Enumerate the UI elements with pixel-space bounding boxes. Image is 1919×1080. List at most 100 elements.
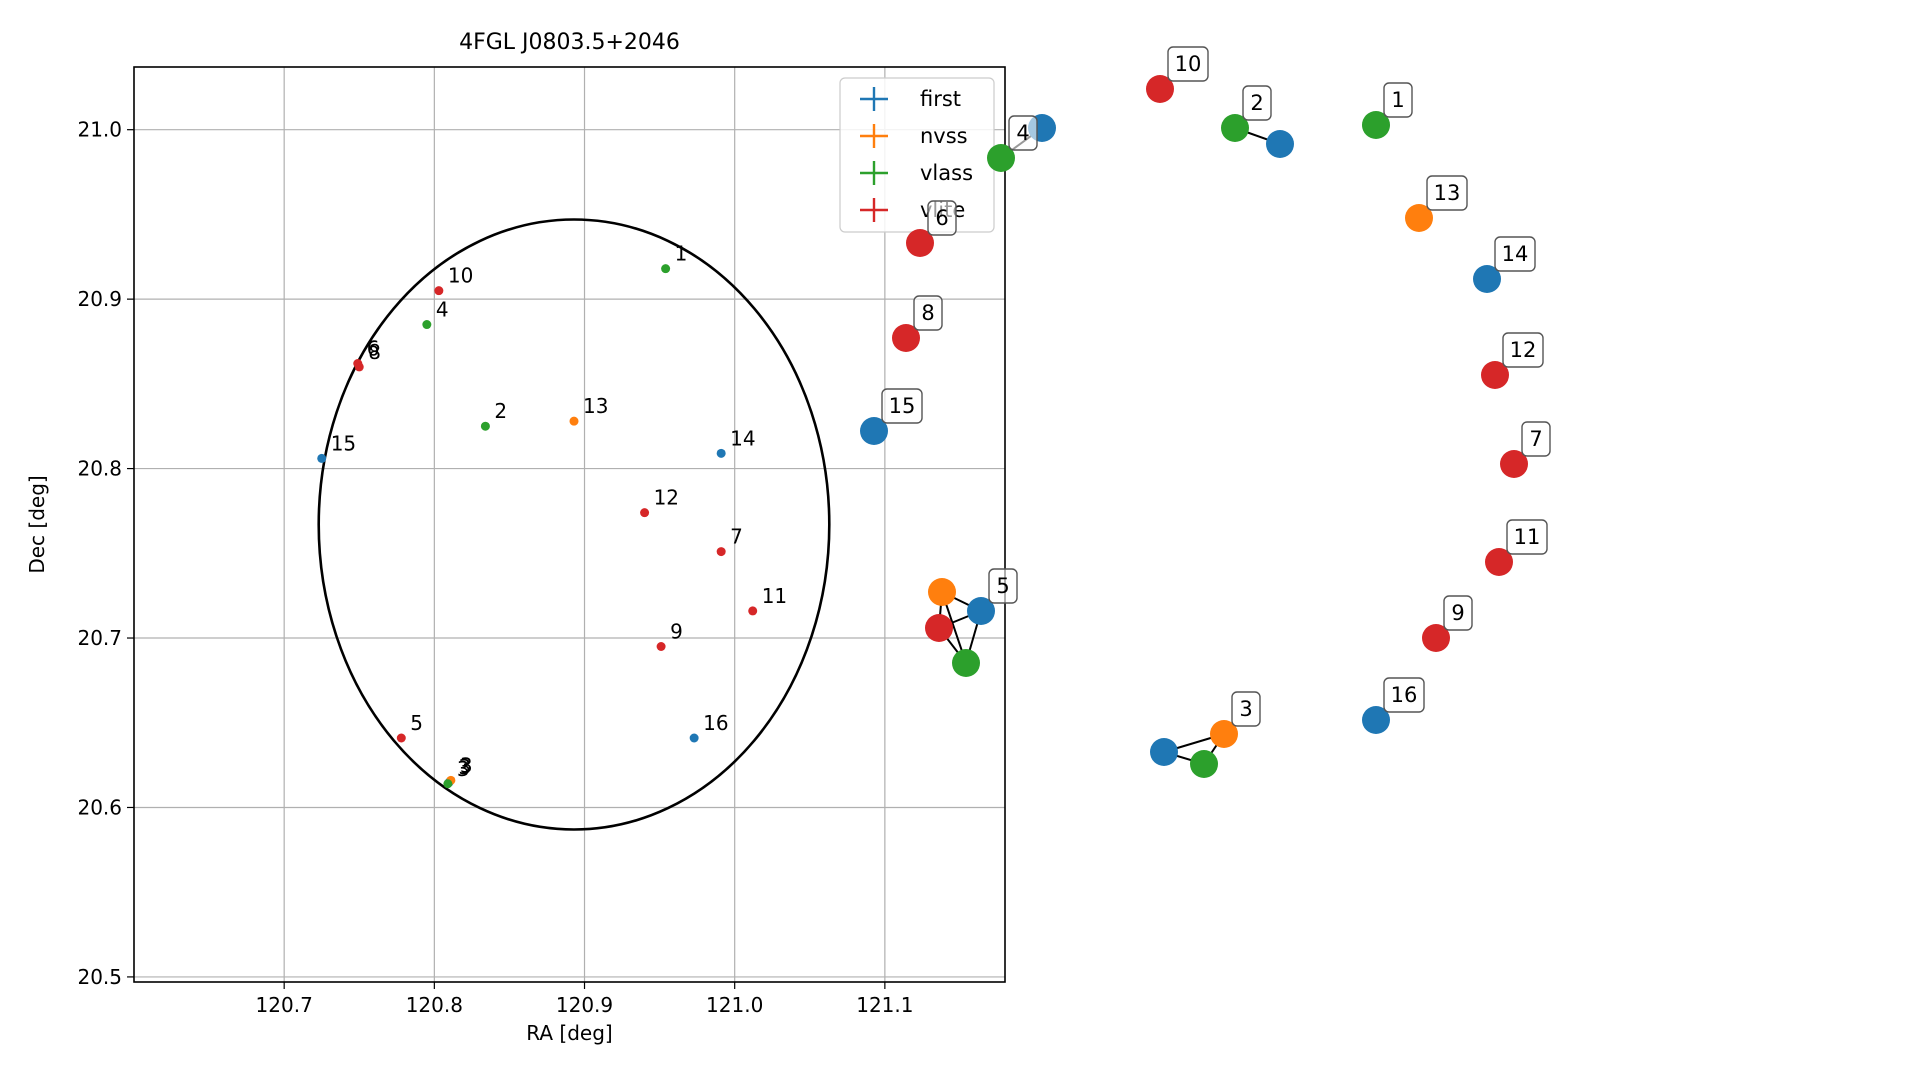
graph-node xyxy=(906,229,934,257)
node-label-box xyxy=(1242,85,1272,121)
data-point-first xyxy=(317,453,327,463)
data-point-vlite xyxy=(396,733,406,743)
data-point-vlass xyxy=(661,264,671,274)
legend-label: nvss xyxy=(920,124,968,148)
graph-node xyxy=(1485,548,1513,576)
legend: firstnvssvlassvlite xyxy=(839,77,995,233)
graph-node xyxy=(925,614,953,642)
x-tick-label: 120.8 xyxy=(406,993,463,1017)
node-label-box xyxy=(927,200,957,236)
graph-node xyxy=(860,417,888,445)
error-ellipse xyxy=(317,218,831,831)
plot-frame xyxy=(133,66,1006,983)
node-label: 5 xyxy=(996,574,1009,598)
graph-node xyxy=(1405,204,1433,232)
x-tick-label: 121.0 xyxy=(706,993,763,1017)
x-tick-label: 120.7 xyxy=(256,993,313,1017)
node-label: 11 xyxy=(1514,525,1541,549)
node-label-box xyxy=(1494,236,1536,272)
y-axis-label: Dec [deg] xyxy=(25,475,49,573)
node-label: 13 xyxy=(1434,181,1461,205)
point-label: 15 xyxy=(331,431,356,455)
node-label-box xyxy=(1008,115,1038,151)
node-label: 14 xyxy=(1502,242,1529,266)
node-label: 10 xyxy=(1175,52,1202,76)
point-label: 13 xyxy=(583,394,608,418)
data-point-vlass xyxy=(480,421,490,431)
data-point-vlite xyxy=(748,606,758,616)
node-label-box xyxy=(881,388,923,424)
y-tick-label: 20.7 xyxy=(77,626,122,650)
graph-node xyxy=(1210,720,1238,748)
node-label: 7 xyxy=(1529,427,1542,451)
graph-node xyxy=(1500,450,1528,478)
graph-node xyxy=(1362,706,1390,734)
graph-node xyxy=(1146,75,1174,103)
node-label: 8 xyxy=(921,301,934,325)
graph-node xyxy=(1422,624,1450,652)
point-label: 10 xyxy=(448,264,473,288)
node-label-box xyxy=(1521,421,1551,457)
point-label: 3 xyxy=(457,757,470,781)
legend-label: vlass xyxy=(920,161,973,185)
node-label-box xyxy=(1506,519,1548,555)
graph-node xyxy=(1266,130,1294,158)
data-point-first xyxy=(716,448,726,458)
graph-node xyxy=(1362,111,1390,139)
data-point-vlite xyxy=(434,286,444,296)
node-label: 12 xyxy=(1510,338,1537,362)
node-label-box xyxy=(1502,332,1544,368)
point-label: 1 xyxy=(675,242,688,266)
y-tick-label: 21.0 xyxy=(77,118,122,142)
data-point-vlite xyxy=(354,362,364,372)
data-point-vlite xyxy=(640,508,650,518)
node-label: 15 xyxy=(889,394,916,418)
y-tick-label: 20.8 xyxy=(77,457,122,481)
chart-title: 4FGL J0803.5+2046 xyxy=(459,30,680,55)
node-label-box xyxy=(1383,677,1425,713)
graph-node xyxy=(892,324,920,352)
point-label: 2 xyxy=(494,399,507,423)
node-label: 1 xyxy=(1391,88,1404,112)
graph-node xyxy=(1221,114,1249,142)
node-label: 6 xyxy=(935,206,948,230)
node-label-box xyxy=(1231,691,1261,727)
point-label: 6 xyxy=(367,337,380,361)
point-label: 7 xyxy=(730,525,743,549)
node-label-box xyxy=(913,295,943,331)
node-label: 2 xyxy=(1250,91,1263,115)
point-label: 14 xyxy=(730,426,755,450)
point-label: 5 xyxy=(410,711,423,735)
y-tick-label: 20.5 xyxy=(77,965,122,989)
point-label: 12 xyxy=(654,486,679,510)
point-label: 9 xyxy=(670,620,683,644)
node-label-box xyxy=(1443,595,1473,631)
data-point-vlass xyxy=(422,320,432,330)
data-point-first xyxy=(689,733,699,743)
data-point-vlite xyxy=(656,642,666,651)
point-label: 8 xyxy=(368,340,381,364)
node-label: 4 xyxy=(1016,121,1029,145)
node-label-box xyxy=(1383,82,1413,118)
data-point-nvss xyxy=(569,416,579,426)
y-tick-label: 20.9 xyxy=(77,287,122,311)
point-label: 3 xyxy=(458,755,471,779)
node-label: 9 xyxy=(1451,601,1464,625)
graph-node xyxy=(1150,738,1178,766)
node-label-box xyxy=(1167,46,1209,82)
graph-nodes xyxy=(860,75,1528,778)
y-tick-label: 20.6 xyxy=(77,795,122,819)
legend-label: first xyxy=(920,87,961,111)
point-label: 4 xyxy=(436,298,449,322)
node-label-box xyxy=(988,568,1018,604)
data-point-vlass xyxy=(443,779,453,789)
x-tick-label: 120.9 xyxy=(556,993,613,1017)
point-label: 11 xyxy=(762,584,787,608)
node-label: 16 xyxy=(1391,683,1418,707)
x-axis-label: RA [deg] xyxy=(526,1021,612,1045)
data-point-vlite xyxy=(716,547,726,557)
